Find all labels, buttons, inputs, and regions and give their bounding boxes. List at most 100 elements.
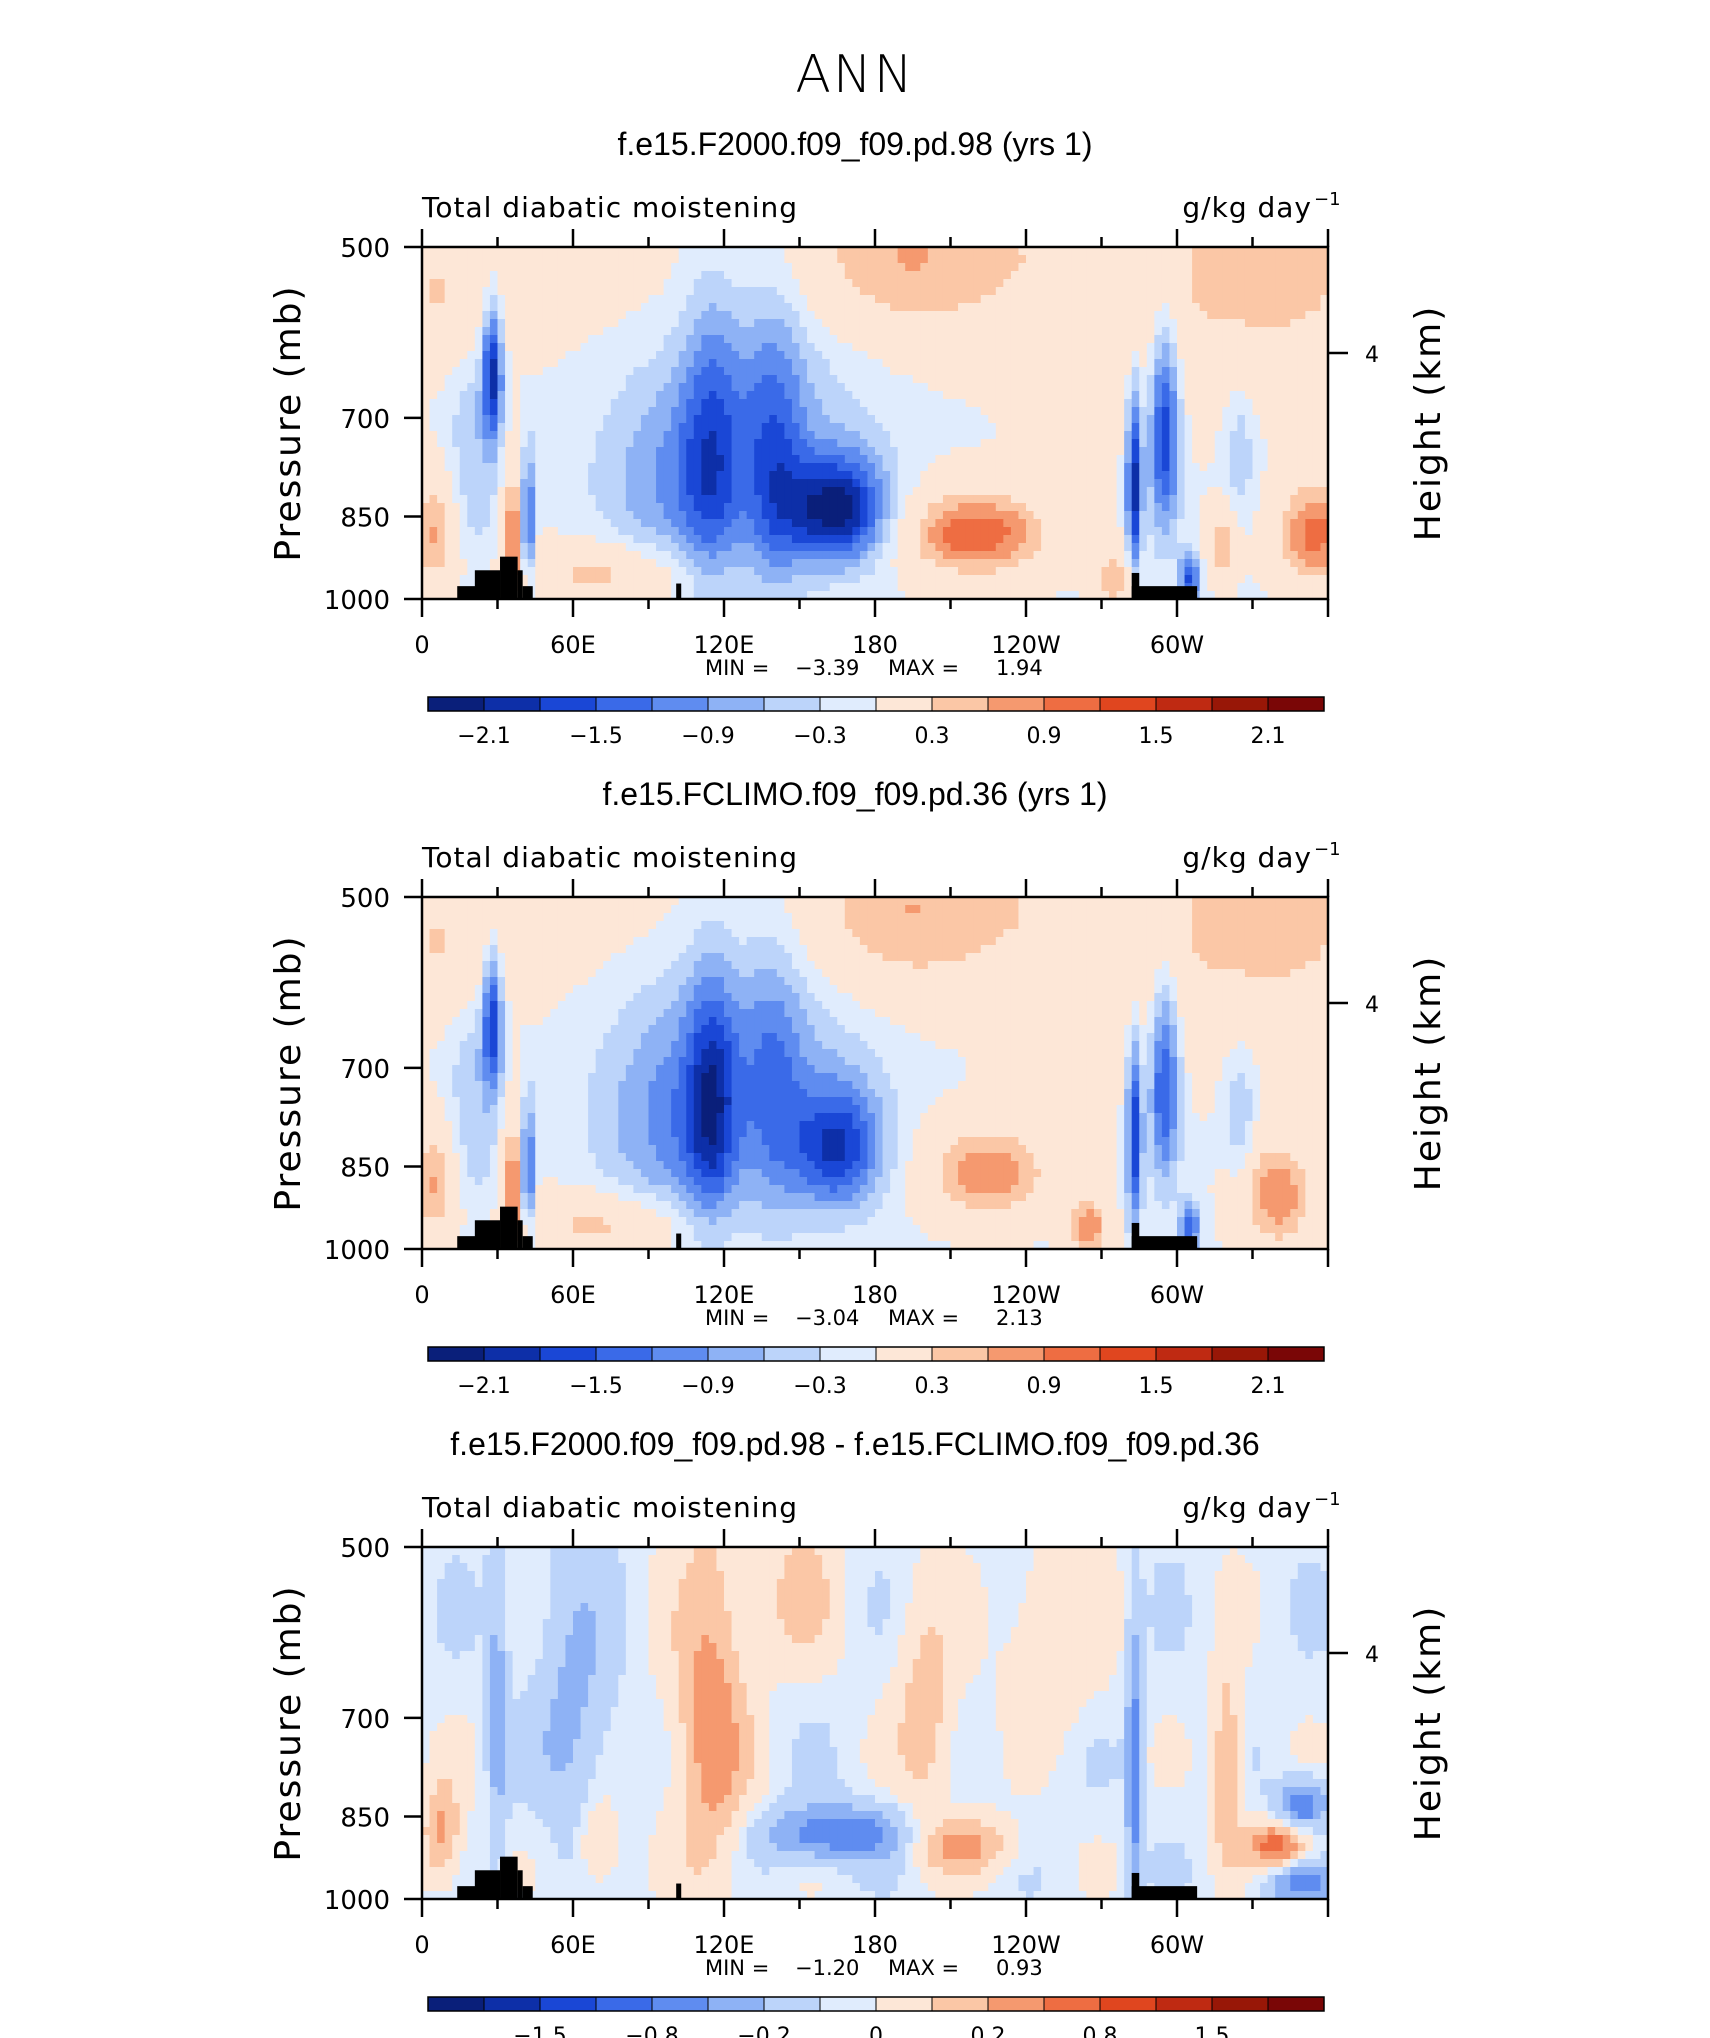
field-cell (573, 351, 582, 360)
field-cell (633, 431, 642, 440)
field-cell (535, 455, 544, 464)
field-cell (1244, 295, 1254, 304)
field-cell (769, 255, 778, 264)
field-cell (618, 255, 627, 264)
field-cell (1244, 551, 1254, 560)
field-cell (1312, 335, 1322, 344)
field-cell (588, 575, 597, 584)
field-cell (1124, 255, 1133, 264)
field-cell (1078, 311, 1087, 320)
field-cell (1131, 567, 1140, 576)
field-cell (489, 495, 499, 504)
field-cell (1237, 463, 1246, 472)
field-cell (1169, 247, 1178, 256)
field-cell (467, 247, 476, 256)
field-cell (1109, 455, 1118, 464)
field-cell (814, 471, 823, 480)
field-cell (1010, 511, 1020, 520)
field-cell (1026, 367, 1035, 376)
field-cell (739, 359, 748, 368)
field-cell (671, 575, 680, 584)
field-cell (573, 303, 582, 312)
field-cell (927, 543, 936, 552)
field-cell (844, 567, 853, 576)
field-cell (837, 247, 846, 256)
field-cell (444, 391, 453, 400)
field-cell (942, 407, 952, 416)
field-cell (437, 423, 446, 432)
field-cell (633, 575, 642, 584)
field-cell (527, 423, 536, 432)
field-cell (542, 439, 551, 448)
field-cell (739, 351, 748, 360)
field-cell (776, 303, 785, 312)
field-cell (1192, 399, 1201, 408)
field-cell (776, 319, 785, 328)
field-cell (633, 327, 642, 336)
field-cell (520, 271, 529, 280)
field-cell (437, 303, 446, 312)
field-cell (859, 439, 869, 448)
field-cell (422, 471, 431, 480)
field-cell (1041, 383, 1050, 392)
field-cell (1184, 487, 1193, 496)
field-cell (920, 375, 929, 384)
field-cell (995, 455, 1004, 464)
field-cell (1063, 247, 1072, 256)
field-cell (1275, 255, 1284, 264)
field-cell (640, 575, 650, 584)
field-cell (1244, 319, 1254, 328)
field-cell (784, 311, 793, 320)
field-cell (588, 471, 597, 480)
field-cell (527, 543, 536, 552)
field-cell (1320, 383, 1329, 392)
field-cell (905, 495, 914, 504)
field-cell (580, 455, 589, 464)
field-cell (618, 391, 627, 400)
field-cell (784, 551, 793, 560)
field-cell (1229, 279, 1238, 288)
field-cell (837, 495, 846, 504)
field-cell (1184, 495, 1193, 504)
field-cell (633, 279, 642, 288)
field-cell (950, 383, 959, 392)
field-cell (1282, 503, 1291, 512)
field-cell (444, 439, 453, 448)
field-cell (535, 295, 544, 304)
field-cell (1184, 359, 1193, 368)
field-cell (1041, 311, 1050, 320)
field-cell (633, 511, 642, 520)
field-cell (1312, 247, 1322, 256)
field-cell (1199, 287, 1208, 296)
field-cell (437, 279, 446, 288)
field-cell (927, 311, 936, 320)
field-cell (1010, 287, 1020, 296)
field-cell (1139, 543, 1148, 552)
field-cell (1192, 511, 1201, 520)
field-cell (1078, 463, 1087, 472)
field-cell (656, 479, 665, 488)
field-cell (474, 527, 483, 536)
field-cell (1260, 479, 1269, 488)
field-cell (1154, 423, 1163, 432)
field-cell (625, 367, 634, 376)
field-cell (678, 319, 687, 328)
field-cell (1010, 351, 1020, 360)
field-cell (1146, 551, 1155, 560)
field-cell (791, 455, 801, 464)
field-cell (927, 335, 936, 344)
field-cell (1003, 383, 1012, 392)
field-cell (822, 423, 831, 432)
field-cell (482, 463, 491, 472)
field-cell (746, 431, 755, 440)
field-cell (950, 319, 959, 328)
field-cell (890, 543, 899, 552)
field-cell (1026, 303, 1035, 312)
field-cell (640, 543, 650, 552)
field-cell (784, 399, 793, 408)
field-cell (1131, 479, 1140, 488)
field-cell (505, 455, 514, 464)
field-cell (807, 279, 816, 288)
field-cell (671, 423, 680, 432)
field-cell (761, 575, 770, 584)
